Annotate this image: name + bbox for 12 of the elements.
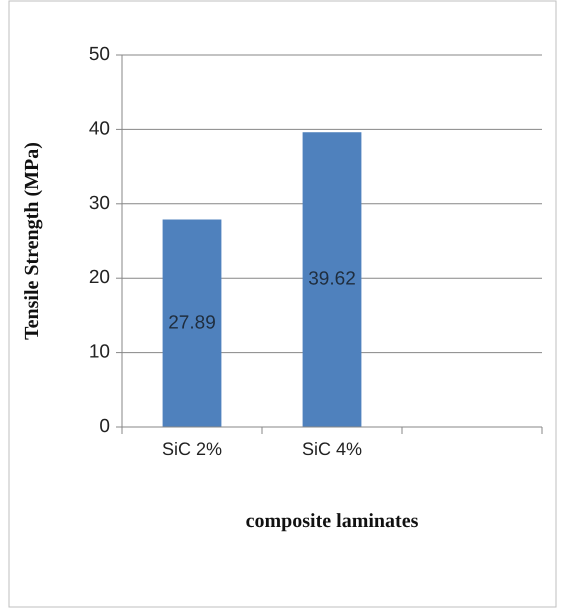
data-label: 39.62 <box>308 268 356 290</box>
y-tick-label: 30 <box>88 192 110 214</box>
y-tick-label: 20 <box>88 267 110 288</box>
y-tick-label: 40 <box>88 118 110 140</box>
y-tick-label: 10 <box>88 342 110 363</box>
y-axis-title: Tensile Strength (MPa) <box>21 142 43 340</box>
y-tick-label: 0 <box>99 416 110 438</box>
x-axis-title: composite laminates <box>246 510 419 532</box>
x-tick-label: SiC 4% <box>302 439 362 459</box>
y-tick-label: 50 <box>88 44 110 66</box>
x-tick-label: SiC 2% <box>162 439 222 459</box>
data-label: 27.89 <box>168 312 216 334</box>
